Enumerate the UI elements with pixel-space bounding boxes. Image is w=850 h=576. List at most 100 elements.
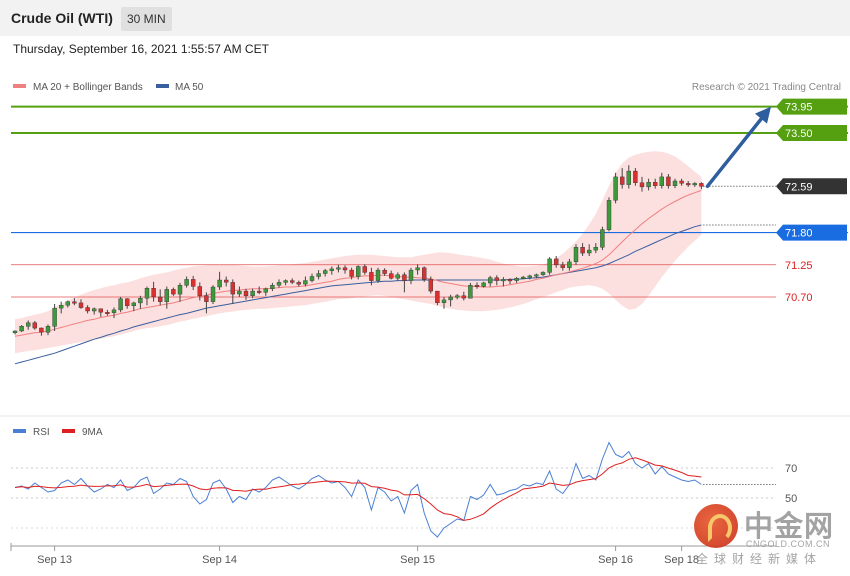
candle-51-body (349, 269, 354, 277)
candle-39-body (270, 285, 275, 289)
candle-45-body (309, 276, 315, 281)
watermark-slogan: 全球财经新媒体 (696, 552, 823, 566)
candle-6-body (52, 307, 57, 327)
candle-61-body (415, 267, 420, 271)
candle-95-body (639, 182, 645, 188)
candle-101-body (679, 180, 684, 184)
candle-70-body (474, 285, 480, 287)
candle-20-body (144, 288, 150, 299)
candle-30-body (210, 286, 216, 302)
candle-63-body (428, 279, 433, 292)
candle-8-body (65, 301, 71, 306)
candle-102-body (686, 183, 691, 186)
candle-69-body (468, 285, 473, 299)
candle-21-body (151, 288, 156, 298)
level-70-70-label: 70.70 (785, 292, 813, 304)
level-73-50-label: 73.50 (785, 128, 813, 140)
legend-rsi-ma-label: 9MA (82, 427, 103, 438)
candle-68-body (461, 295, 466, 299)
level-73-50-tag (776, 125, 847, 141)
candle-29-body (204, 295, 209, 302)
candle-100-body (672, 180, 678, 186)
candle-71-body (481, 282, 486, 287)
candle-104-body (699, 183, 704, 187)
candle-23-body (164, 289, 170, 302)
candle-74-body (501, 279, 506, 282)
level-73-95-tag (776, 98, 847, 115)
candle-72-body (488, 277, 493, 284)
rsi-layer: 70 50 (11, 441, 797, 538)
candle-47-body (323, 270, 328, 274)
forecast-arrow-head (755, 106, 771, 124)
candle-19-body (138, 298, 143, 304)
interval-badge[interactable]: 30 MIN (121, 7, 172, 31)
research-credit: Research © 2021 Trading Central (692, 82, 841, 93)
candle-44-body (303, 280, 308, 285)
candle-24-body (171, 289, 176, 295)
candle-60-body (408, 269, 414, 281)
candle-34-body (237, 290, 242, 295)
candle-17-body (124, 298, 130, 306)
candle-36-body (250, 290, 255, 297)
candle-81-body (547, 258, 552, 273)
candle-3-body (32, 322, 37, 329)
rsi-line (14, 441, 702, 538)
level-71-25-label: 71.25 (785, 260, 813, 272)
candle-4-body (39, 327, 44, 333)
x-tick-label-3: Sep 16 (598, 554, 633, 566)
candle-26-body (184, 279, 189, 286)
candle-16-body (118, 298, 123, 311)
candle-57-body (389, 273, 394, 279)
candle-52-body (356, 266, 361, 277)
rsi-level-label-50: 50 (785, 493, 797, 505)
x-axis: Sep 13 Sep 14 Sep 15 Sep 16 Sep 18 (10, 543, 776, 566)
candle-49-body (336, 267, 341, 270)
level-72-59-label: 72.59 (785, 181, 813, 193)
candle-53-body (362, 266, 367, 273)
candle-54-body (369, 272, 374, 281)
candle-5-body (45, 326, 51, 333)
candle-56-body (382, 269, 387, 274)
level-71-80-label: 71.80 (785, 228, 813, 240)
x-tick-label-4: Sep 18 (664, 554, 699, 566)
candle-75-body (507, 279, 513, 282)
candle-14-body (105, 312, 110, 314)
candle-35-body (243, 290, 249, 297)
candle-46-body (316, 273, 321, 277)
cngold-watermark: 中金网 CNGOLD.COM.CN 全球财经新媒体 (692, 503, 842, 571)
candle-43-body (296, 282, 301, 285)
candle-55-body (375, 269, 381, 281)
candle-87-body (587, 249, 592, 254)
x-tick-label-2: Sep 15 (400, 554, 435, 566)
instrument-title: Crude Oil (WTI) (11, 10, 113, 26)
candle-42-body (290, 280, 295, 283)
candle-91-body (613, 176, 618, 201)
legend-rsi-label: RSI (33, 427, 50, 438)
candle-40-body (276, 282, 282, 286)
rsi-ma-line (14, 457, 702, 521)
legend-ma20-swatch (13, 84, 26, 88)
candle-65-body (441, 299, 447, 303)
candle-76-body (514, 278, 519, 281)
bollinger-band-layer (15, 151, 702, 354)
forecast-arrow-shaft (705, 114, 765, 189)
candle-66-body (448, 296, 453, 301)
legend-ma50-swatch (156, 84, 169, 88)
forecast-arrow-layer (705, 106, 771, 189)
candle-10-body (78, 302, 84, 308)
candle-67-body (455, 295, 460, 298)
level-73-95-label: 73.95 (785, 102, 813, 114)
candle-94-body (633, 170, 638, 184)
candle-32-body (223, 279, 229, 283)
price-levels-layer: 73.95 73.50 72.59 71.80 71.25 70.70 (11, 98, 848, 304)
candle-11-body (85, 307, 90, 312)
legend-ma50-label: MA 50 (175, 82, 204, 93)
candle-78-body (527, 275, 532, 278)
candle-83-body (560, 264, 565, 268)
candle-41-body (283, 280, 288, 283)
x-tick-label-1: Sep 14 (202, 554, 237, 566)
ma50-line (14, 224, 702, 365)
chart-header: Crude Oil (WTI) 30 MIN (0, 0, 850, 36)
candle-93-body (626, 170, 631, 185)
